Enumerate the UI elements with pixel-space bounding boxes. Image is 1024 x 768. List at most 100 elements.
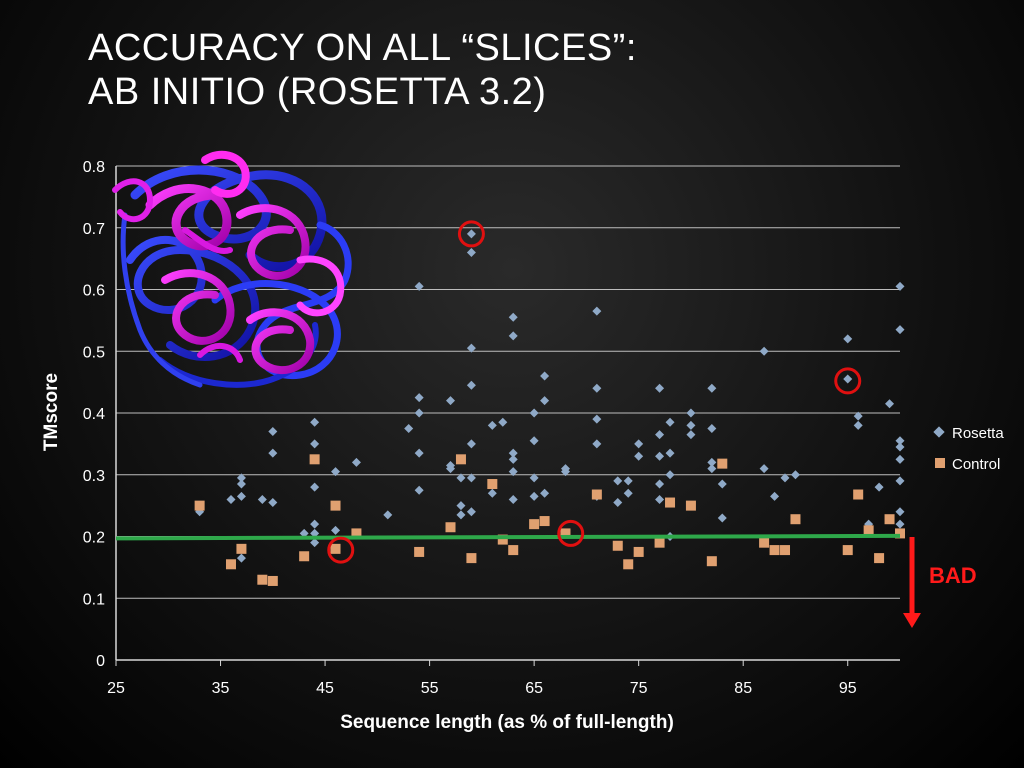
- control-point: [445, 522, 456, 533]
- control-point: [895, 528, 905, 539]
- rosetta-point: [529, 491, 539, 501]
- rosetta-point: [895, 519, 905, 529]
- rosetta-point: [498, 417, 508, 427]
- x-tick-label: 35: [212, 680, 230, 697]
- x-tick-label: 25: [107, 680, 125, 697]
- rosetta-point: [508, 467, 518, 477]
- bad-arrow-head: [903, 613, 921, 628]
- control-point: [706, 556, 717, 567]
- series-control: [194, 454, 905, 586]
- control-point: [633, 546, 644, 557]
- control-point: [508, 545, 519, 556]
- rosetta-point: [466, 247, 476, 257]
- rosetta-point: [310, 538, 320, 548]
- rosetta-point: [592, 306, 602, 316]
- rosetta-point: [623, 476, 633, 486]
- control-point: [236, 543, 247, 554]
- rosetta-point: [717, 513, 727, 523]
- rosetta-point: [665, 417, 675, 427]
- rosetta-point: [331, 525, 341, 535]
- rosetta-point: [466, 473, 476, 483]
- y-tick-label: 0.7: [83, 221, 105, 238]
- y-tick-label: 0.2: [83, 530, 105, 547]
- rosetta-point: [874, 482, 884, 492]
- slide-title: ACCURACY ON ALL “SLICES”: AB INITIO (ROS…: [88, 26, 637, 114]
- x-tick-label: 75: [630, 680, 648, 697]
- rosetta-point: [466, 439, 476, 449]
- x-tick-label: 95: [839, 680, 857, 697]
- rosetta-point: [236, 479, 246, 489]
- rosetta-point: [717, 479, 727, 489]
- y-tick-label: 0.4: [83, 406, 105, 423]
- control-point: [330, 543, 341, 554]
- rosetta-point: [634, 439, 644, 449]
- rosetta-point: [268, 498, 278, 508]
- control-point: [842, 545, 853, 556]
- bad-label: BAD: [929, 563, 977, 588]
- rosetta-point: [592, 383, 602, 393]
- rosetta-point: [236, 473, 246, 483]
- rosetta-point: [895, 325, 905, 335]
- rosetta-point: [895, 476, 905, 486]
- legend-rosetta-marker: [933, 426, 945, 438]
- rosetta-point: [613, 498, 623, 508]
- rosetta-point: [895, 507, 905, 517]
- control-point: [487, 479, 498, 490]
- rosetta-point: [634, 451, 644, 461]
- control-point: [299, 551, 310, 562]
- rosetta-point: [540, 371, 550, 381]
- control-point: [414, 546, 425, 557]
- threshold-line: [115, 533, 901, 541]
- rosetta-point: [655, 494, 665, 504]
- y-tick-label: 0.3: [83, 468, 105, 485]
- control-point: [884, 514, 895, 525]
- control-point: [853, 489, 864, 500]
- control-point: [612, 540, 623, 551]
- rosetta-point: [446, 396, 456, 406]
- y-axis-ticks: 0 0.1 0.2 0.3 0.4 0.5 0.6 0.7 0.8: [83, 159, 105, 670]
- highlight-circle: [457, 220, 485, 248]
- rosetta-point: [895, 436, 905, 446]
- legend: Rosetta Control: [933, 425, 1004, 473]
- protein-structure-image: [112, 150, 352, 388]
- highlight-circles: [327, 220, 862, 564]
- rosetta-point: [540, 488, 550, 498]
- rosetta-point: [508, 312, 518, 322]
- rosetta-point: [414, 281, 424, 291]
- slide-title-line-2: AB INITIO (ROSETTA 3.2): [88, 71, 547, 113]
- x-tick-label: 55: [421, 680, 439, 697]
- rosetta-point: [414, 448, 424, 458]
- legend-control-label: Control: [952, 456, 1000, 473]
- rosetta-point: [686, 408, 696, 418]
- control-point: [790, 514, 801, 525]
- rosetta-point: [655, 451, 665, 461]
- y-tick-label: 0: [96, 653, 105, 670]
- rosetta-point: [236, 491, 246, 501]
- x-axis-ticks: 25 35 45 55 65 75 85 95: [107, 680, 857, 697]
- rosetta-point: [310, 519, 320, 529]
- rosetta-point: [487, 420, 497, 430]
- rosetta-point: [613, 476, 623, 486]
- control-point: [466, 553, 477, 564]
- control-point: [257, 574, 268, 585]
- bad-annotation: BAD: [903, 537, 977, 628]
- rosetta-point: [404, 423, 414, 433]
- control-point: [591, 489, 602, 500]
- rosetta-point: [770, 491, 780, 501]
- rosetta-point: [655, 383, 665, 393]
- control-point: [309, 454, 320, 465]
- rosetta-point: [759, 346, 769, 356]
- rosetta-point: [351, 457, 361, 467]
- series-rosetta: [195, 229, 905, 563]
- rosetta-point: [560, 467, 570, 477]
- rosetta-point: [895, 281, 905, 291]
- control-point: [780, 545, 791, 556]
- rosetta-point: [446, 464, 456, 474]
- control-point: [623, 559, 634, 570]
- control-point: [560, 528, 571, 539]
- rosetta-point: [885, 399, 895, 409]
- rosetta-point: [665, 470, 675, 480]
- rosetta-point: [310, 439, 320, 449]
- rosetta-point: [508, 331, 518, 341]
